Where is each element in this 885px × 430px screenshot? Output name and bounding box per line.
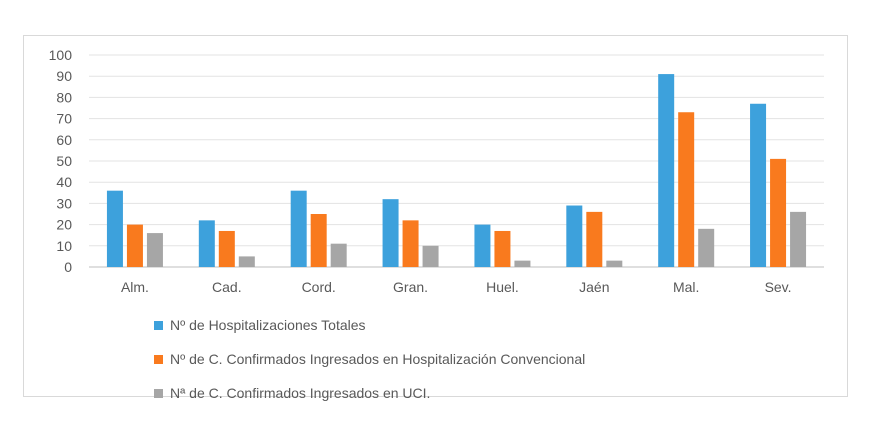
x-tick-label: Cord. [302, 279, 336, 295]
legend-swatch [154, 320, 163, 330]
x-tick-label: Alm. [121, 279, 149, 295]
chart-frame: 0 10 20 30 40 50 60 70 80 90 100 Alm. Cad. Cord. Gran… [23, 35, 848, 401]
bar-Cad.-series-1 [198, 220, 215, 267]
bar-Jaén-series-3 [606, 260, 623, 267]
bar-Alm.-series-1 [106, 190, 123, 267]
bar-Jaén-series-1 [566, 205, 583, 267]
y-tick-label: 10 [56, 238, 72, 254]
x-tick-label: Gran. [393, 279, 428, 295]
y-tick-label: 60 [56, 132, 72, 148]
bar-Gran.-series-3 [422, 245, 439, 267]
y-tick-label: 40 [56, 174, 72, 190]
y-tick-label: 100 [49, 47, 73, 63]
bar-Mal.-series-2 [678, 112, 695, 268]
legend-swatch [154, 388, 163, 398]
legend: Nº de Hospitalizaciones Totales Nº de C. … [154, 311, 585, 413]
bar-Cord.-series-2 [310, 214, 327, 267]
legend-swatch [154, 354, 163, 364]
bar-Cord.-series-1 [290, 190, 307, 267]
y-tick-label: 90 [56, 68, 72, 84]
legend-item: Nº de C. Confirmados Ingresados en Hospi… [154, 345, 585, 373]
legend-item: Nª de C. Confirmados Ingresados en UCI. [154, 379, 585, 407]
x-axis-ticks: Alm. Cad. Cord. Gran. Huel. Jaén Mal. Sev. [121, 279, 792, 295]
bar-Sev.-series-3 [790, 211, 807, 267]
x-tick-label: Jaén [579, 279, 609, 295]
x-tick-label: Mal. [673, 279, 699, 295]
bars [106, 74, 807, 268]
legend-item: Nº de Hospitalizaciones Totales [154, 311, 585, 339]
legend-label: Nª de C. Confirmados Ingresados en UCI. [170, 385, 431, 401]
bar-Alm.-series-2 [126, 224, 143, 267]
bar-Huel.-series-3 [514, 260, 531, 267]
bar-Cord.-series-3 [330, 243, 347, 267]
y-tick-label: 0 [64, 259, 72, 275]
y-tick-label: 70 [56, 111, 72, 127]
y-tick-label: 80 [56, 89, 72, 105]
bar-Sev.-series-2 [770, 158, 787, 267]
bar-Sev.-series-1 [750, 103, 767, 267]
bar-Mal.-series-1 [658, 74, 675, 267]
bar-Cad.-series-2 [218, 230, 235, 267]
bar-Jaén-series-2 [586, 211, 603, 267]
x-tick-label: Huel. [486, 279, 519, 295]
y-tick-label: 50 [56, 153, 72, 169]
y-tick-label: 20 [56, 217, 72, 233]
bar-Gran.-series-2 [402, 220, 419, 267]
y-axis-ticks: 0 10 20 30 40 50 60 70 80 90 100 [49, 47, 73, 275]
y-tick-label: 30 [56, 195, 72, 211]
bar-Alm.-series-3 [146, 233, 163, 267]
x-tick-label: Cad. [212, 279, 242, 295]
bar-Gran.-series-1 [382, 199, 399, 267]
bar-Huel.-series-1 [474, 224, 491, 267]
x-tick-label: Sev. [765, 279, 792, 295]
legend-label: Nº de Hospitalizaciones Totales [170, 317, 366, 333]
bar-Huel.-series-2 [494, 230, 511, 267]
legend-label: Nº de C. Confirmados Ingresados en Hospi… [170, 351, 586, 367]
bar-Cad.-series-3 [238, 256, 255, 267]
bar-Mal.-series-3 [698, 228, 715, 267]
bar-chart: 0 10 20 30 40 50 60 70 80 90 100 Alm. Cad. Cord. Gran… [49, 47, 824, 295]
